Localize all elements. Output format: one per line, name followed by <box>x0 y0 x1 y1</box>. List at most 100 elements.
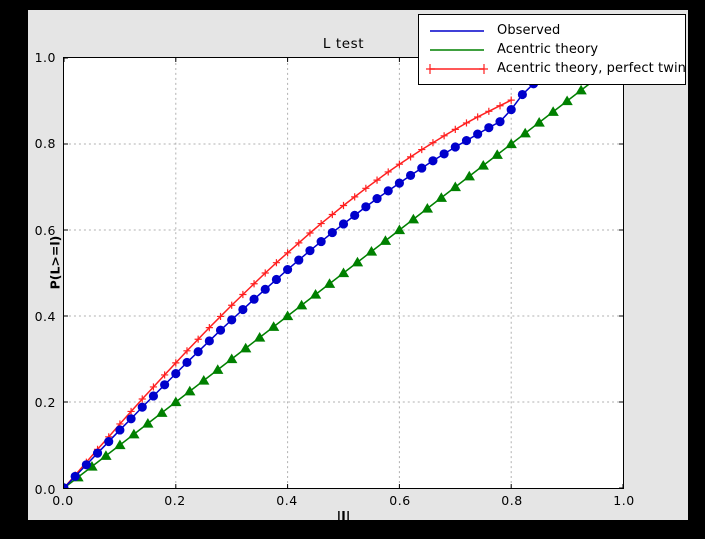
data-marker <box>439 149 449 159</box>
series-observed <box>64 74 547 488</box>
data-marker <box>505 138 517 149</box>
legend-label: Acentric theory, perfect twin <box>497 61 687 76</box>
data-marker <box>450 142 460 152</box>
data-marker <box>184 385 196 396</box>
data-marker <box>267 321 280 331</box>
data-marker <box>323 278 336 288</box>
data-marker <box>474 113 482 121</box>
data-marker <box>295 239 303 247</box>
data-marker <box>451 125 459 133</box>
data-marker <box>161 371 169 379</box>
data-marker <box>461 135 472 146</box>
data-marker <box>351 256 364 267</box>
data-marker <box>138 395 146 403</box>
data-marker <box>212 364 224 374</box>
y-tick-label: 1.0 <box>34 50 56 65</box>
data-marker <box>126 414 136 424</box>
data-marker <box>205 324 213 332</box>
x-tick-label: 0.2 <box>164 493 186 508</box>
data-marker <box>305 246 315 256</box>
data-marker <box>294 255 304 265</box>
data-marker <box>495 117 505 127</box>
data-marker <box>253 331 266 342</box>
data-marker <box>395 160 403 168</box>
data-marker <box>239 290 247 299</box>
data-marker <box>350 210 360 220</box>
x-tick-label: 0.8 <box>501 493 523 508</box>
data-marker <box>309 288 322 299</box>
data-marker <box>393 224 406 235</box>
data-marker <box>260 284 270 294</box>
data-marker <box>517 89 527 100</box>
legend-item-acentric-theory: Acentric theory <box>426 40 676 59</box>
legend-item-perfect-twin: Acentric theory, perfect twin <box>426 59 686 78</box>
data-marker <box>238 304 248 315</box>
x-tick-label: 0.0 <box>52 493 74 508</box>
data-marker <box>170 396 182 407</box>
data-marker <box>182 357 192 368</box>
data-marker <box>506 105 516 115</box>
series-acentric-theory-perfect-twin <box>64 96 515 488</box>
data-marker <box>383 186 393 196</box>
data-marker <box>100 450 112 460</box>
data-marker <box>239 342 252 353</box>
data-marker <box>261 269 269 277</box>
data-marker <box>507 96 515 104</box>
data-marker <box>283 264 293 275</box>
data-marker <box>204 336 214 346</box>
data-marker <box>281 310 294 321</box>
data-marker <box>575 84 587 95</box>
data-marker <box>418 146 426 154</box>
data-marker <box>171 369 181 379</box>
data-marker <box>337 267 350 278</box>
data-marker <box>317 219 325 228</box>
legend-label: Observed <box>497 23 561 38</box>
plot-svg <box>64 58 623 488</box>
data-marker <box>183 347 191 355</box>
legend-label: Acentric theory <box>497 42 599 57</box>
x-tick-label: 0.4 <box>276 493 298 508</box>
data-marker <box>339 201 348 210</box>
legend-line-perfect-twin <box>426 62 488 76</box>
data-marker <box>295 299 308 310</box>
x-tick-label: 0.6 <box>389 493 411 508</box>
data-marker <box>316 237 326 247</box>
data-marker <box>547 106 559 116</box>
data-marker <box>338 219 349 229</box>
data-marker <box>172 359 180 367</box>
data-marker <box>148 391 159 401</box>
y-tick-label: 0.2 <box>34 395 56 410</box>
data-marker <box>496 102 504 110</box>
chart-legend: Observed Acentric theory Acentric theory… <box>418 14 686 85</box>
data-marker <box>473 129 483 139</box>
data-marker <box>149 383 158 391</box>
x-tick-label: 1.0 <box>613 493 635 508</box>
series-acentric-theory <box>64 58 623 488</box>
data-marker <box>361 202 371 212</box>
data-marker <box>194 335 202 343</box>
data-marker <box>351 193 359 201</box>
data-marker <box>227 315 237 325</box>
data-marker <box>428 156 438 166</box>
data-marker <box>379 235 392 245</box>
data-marker <box>561 95 573 106</box>
data-marker <box>137 402 147 412</box>
data-marker <box>70 471 80 481</box>
data-marker <box>462 119 471 127</box>
data-marker <box>160 380 170 390</box>
data-marker <box>406 153 415 161</box>
data-marker <box>271 274 282 285</box>
data-marker <box>127 407 135 416</box>
data-marker <box>463 170 475 181</box>
data-marker <box>115 425 125 435</box>
x-axis-label: |l| <box>336 510 351 525</box>
data-marker <box>484 123 494 133</box>
y-tick-label: 0.6 <box>34 223 56 238</box>
data-marker <box>228 301 236 309</box>
data-marker <box>249 294 259 304</box>
data-marker <box>128 428 140 439</box>
data-marker <box>114 439 126 450</box>
data-marker <box>216 312 225 321</box>
data-marker <box>104 436 114 447</box>
legend-item-observed: Observed <box>426 21 676 40</box>
